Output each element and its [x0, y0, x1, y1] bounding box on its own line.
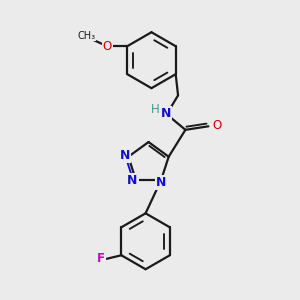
Text: O: O: [103, 40, 112, 53]
Text: N: N: [127, 174, 138, 187]
Text: O: O: [213, 119, 222, 132]
Text: N: N: [120, 149, 130, 162]
Text: CH₃: CH₃: [78, 31, 96, 40]
Text: N: N: [156, 176, 166, 189]
Text: N: N: [161, 106, 172, 119]
Text: F: F: [97, 252, 105, 265]
Text: H: H: [151, 103, 160, 116]
